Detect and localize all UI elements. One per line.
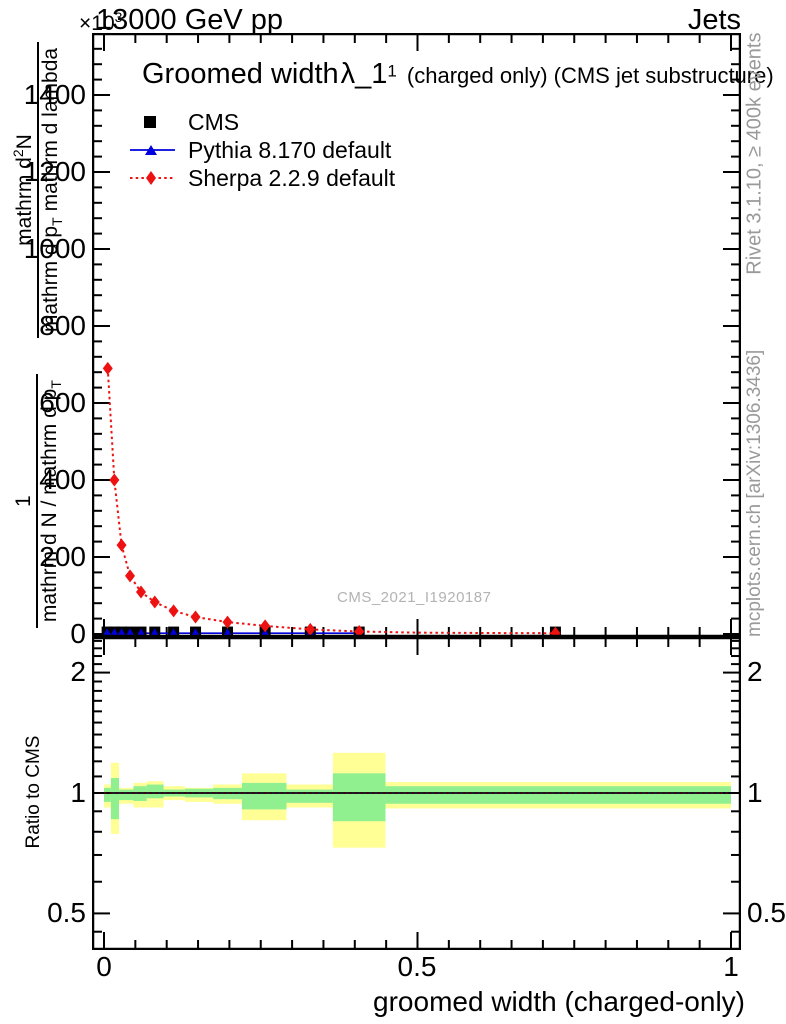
y-axis-fraction-2: mathrm d2N mathrm d pTmathrm d lambda [10, 41, 66, 339]
fraction2-den-text: mathrm d p [39, 225, 63, 333]
plot-title: Groomed widthλ_11 (charged only) (CMS jet… [142, 58, 774, 91]
legend-label-cms: CMS [188, 108, 240, 135]
mcplots-arxiv-note: mcplots.cern.ch [arXiv:1306.3436] [744, 349, 765, 637]
analysis-id-watermark: CMS_2021_I1920187 [337, 589, 492, 606]
rivet-version-note: Rivet 3.1.10, ≥ 400k events [743, 32, 766, 275]
fraction1-den-sub: T [48, 380, 65, 389]
legend-label-pythia: Pythia 8.170 default [188, 136, 392, 163]
power-exponent: 3 [114, 9, 123, 25]
fraction2-num-sup: 2 [10, 149, 27, 158]
ratio-tick-label-1-right: 1 [747, 777, 763, 808]
ratio-tick-label-05-left: 0.5 [47, 897, 86, 928]
x-tick-label-05: 0.5 [397, 951, 437, 982]
fraction1-den-text: mathrm d N / mathrm d p [37, 388, 61, 623]
y-tick-label-800: 800 [39, 310, 86, 341]
y-tick-label-1400: 1400 [23, 79, 86, 110]
main-plot-area [92, 33, 741, 637]
y-tick-label-400: 400 [39, 464, 86, 495]
cms-square-marker-icon [144, 116, 156, 128]
x-axis-title: groomed width (charged-only) [373, 986, 745, 1017]
ratio-axis-title: Ratio to CMS [23, 735, 44, 849]
x-tick-label-1: 1 [723, 951, 739, 982]
ratio-plot-area [92, 637, 741, 950]
power-prefix: ×10 [79, 12, 115, 35]
beam-energy-label: 13000 GeV pp [96, 4, 284, 36]
sherpa-diamond-dotted-line-marker-icon [130, 171, 175, 185]
y-tick-label-1200: 1200 [23, 156, 86, 187]
plot-title-main: Groomed width [142, 58, 339, 90]
plot-title-suffix: (charged only) (CMS jet substructure) [406, 63, 774, 88]
legend-item-sherpa: Sherpa 2.2.9 default [130, 164, 395, 192]
fraction2-den-text-b: mathrm d lambda [39, 47, 63, 212]
y-tick-label-200: 200 [39, 541, 86, 572]
plot-title-symbol-sup: 1 [387, 61, 397, 81]
fraction1-numerator: 1 [11, 495, 35, 507]
ratio-tick-label-2-right: 2 [747, 656, 763, 687]
y-tick-label-600: 600 [39, 387, 86, 418]
plot-title-symbol: λ_1 [340, 58, 388, 90]
y-tick-label-1000: 1000 [23, 233, 86, 264]
ratio-tick-label-05-right: 0.5 [747, 897, 786, 928]
fraction2-den-sub: T [49, 217, 66, 226]
fraction1-denominator: mathrm d N / mathrm d pT [35, 374, 65, 629]
legend-item-cms: CMS [130, 108, 395, 136]
pythia-triangle-line-marker-icon [130, 145, 175, 155]
analysis-category-label: Jets [687, 4, 741, 36]
ratio-tick-label-2-left: 2 [70, 656, 86, 687]
fraction2-denominator: mathrm d pTmathrm d lambda [37, 41, 66, 339]
fraction2-num-text: mathrm d [13, 157, 37, 246]
y-axis-title: 1 mathrm d N / mathrm d pT mathrm d2N ma… [2, 33, 74, 637]
legend: CMS Pythia 8.170 default Sherpa 2.2.9 de… [130, 108, 395, 192]
legend-label-sherpa: Sherpa 2.2.9 default [188, 164, 396, 191]
fraction2-numerator: mathrm d2N [10, 128, 37, 252]
x-tick-label-0: 0 [96, 951, 112, 982]
y-tick-label-0: 0 [70, 618, 86, 649]
legend-item-pythia: Pythia 8.170 default [130, 136, 395, 164]
y-axis-power-of-ten: ×103 [79, 9, 122, 36]
ratio-tick-label-1-left: 1 [70, 777, 86, 808]
y-axis-fraction-1: 1 mathrm d N / mathrm d pT [11, 374, 65, 629]
fraction2-num-text-b: N [13, 134, 37, 150]
